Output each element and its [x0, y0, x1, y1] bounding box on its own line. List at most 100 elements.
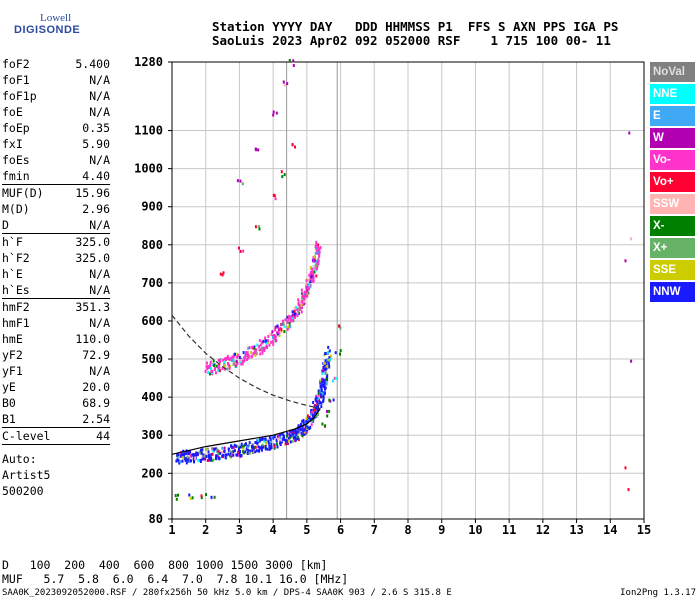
- echo-point: [194, 453, 197, 457]
- echo-point: [232, 450, 235, 454]
- echo-point: [240, 358, 243, 362]
- param-value: N/A: [89, 218, 110, 232]
- echo-point: [259, 352, 262, 356]
- echo-point: [261, 443, 264, 447]
- echo-point: [305, 430, 308, 434]
- muf-distance-row: D 100 200 400 600 800 1000 1500 3000 [km…: [2, 558, 328, 572]
- echo-point: [223, 450, 226, 453]
- echo-point: [237, 354, 240, 358]
- echo-point: [302, 429, 305, 433]
- echo-point: [211, 452, 214, 456]
- echo-point: [271, 339, 274, 343]
- echo-point: [218, 457, 221, 461]
- echo-point: [228, 358, 231, 361]
- echo-point: [324, 424, 327, 428]
- echo-point: [325, 382, 328, 386]
- echo-point: [288, 433, 291, 437]
- param-value: 68.9: [82, 396, 110, 410]
- param-row: yE 20.0: [2, 379, 110, 395]
- echo-point: [286, 434, 288, 438]
- x-tick-label: 4: [270, 523, 277, 537]
- autoscaling-line: Auto:: [2, 452, 37, 466]
- echo-point: [293, 431, 296, 435]
- param-value: N/A: [89, 105, 110, 119]
- echo-point: [213, 449, 215, 453]
- echo-point: [190, 459, 192, 463]
- file-info-footer: SAA0K_2023092052000.RSF / 280fx256h 50 k…: [2, 588, 452, 598]
- echo-point: [258, 446, 261, 450]
- param-row: foEp 0.35: [2, 120, 110, 136]
- echo-point: [273, 446, 276, 450]
- echo-point: [205, 493, 207, 497]
- echo-point: [287, 436, 290, 440]
- echo-point: [236, 355, 239, 359]
- echo-point: [215, 456, 217, 460]
- param-name: h`F: [2, 235, 23, 249]
- echo-point: [248, 451, 251, 455]
- echo-point: [275, 442, 278, 446]
- echo-point: [313, 258, 316, 262]
- echo-point: [270, 340, 273, 344]
- autoscaling-line: 500200: [2, 484, 44, 498]
- param-row: hmE 110.0: [2, 331, 110, 347]
- y-tick-label: 700: [141, 276, 163, 290]
- echo-point: [248, 449, 251, 453]
- echo-point: [273, 435, 276, 439]
- echo-point: [312, 279, 315, 283]
- x-tick-label: 1: [168, 523, 175, 537]
- echo-point: [302, 294, 305, 298]
- echo-point: [316, 267, 318, 271]
- echo-point: [295, 437, 298, 441]
- echo-point: [260, 437, 263, 441]
- echo-point: [328, 409, 331, 413]
- echo-point: [287, 441, 290, 445]
- echo-point: [230, 356, 233, 360]
- echo-point: [255, 148, 258, 152]
- echo-point: [319, 392, 322, 396]
- param-row: h`F2 325.0: [2, 250, 110, 266]
- echo-point: [233, 449, 236, 453]
- echo-point: [293, 435, 296, 439]
- param-row: yF1 N/A: [2, 363, 110, 379]
- echo-point: [234, 361, 237, 365]
- echo-point: [181, 452, 184, 456]
- echo-point: [283, 438, 286, 442]
- echo-point: [217, 365, 219, 369]
- echo-point: [241, 445, 243, 449]
- logo-line1: Lowell: [40, 12, 72, 24]
- echo-point: [297, 298, 300, 302]
- echo-point: [211, 458, 214, 462]
- echo-point: [276, 332, 279, 336]
- echo-point: [177, 493, 179, 497]
- echo-point: [298, 426, 301, 430]
- param-name: h`F2: [2, 251, 30, 265]
- legend-item: SSW: [650, 194, 695, 214]
- echo-point: [292, 59, 295, 63]
- echo-point: [317, 261, 320, 265]
- echo-point: [189, 450, 192, 454]
- legend-item: Vo-: [650, 150, 695, 170]
- param-value: N/A: [89, 153, 110, 167]
- echo-point: [313, 408, 316, 412]
- echo-point: [316, 408, 319, 412]
- echo-point: [215, 447, 218, 451]
- echo-point: [231, 358, 234, 362]
- param-name: hmF2: [2, 300, 30, 314]
- echo-point: [262, 437, 265, 441]
- echo-point: [242, 444, 245, 448]
- param-value: N/A: [89, 267, 110, 281]
- echo-point: [232, 355, 235, 359]
- echo-point: [302, 418, 305, 422]
- echo-point: [302, 433, 305, 436]
- echo-point: [309, 412, 312, 416]
- echo-point: [326, 351, 329, 354]
- echo-point: [270, 443, 273, 447]
- legend-item: SSE: [650, 260, 695, 280]
- echo-point: [294, 312, 297, 316]
- echo-point: [301, 419, 304, 423]
- echo-point: [289, 319, 292, 323]
- param-name: fmin: [2, 169, 30, 183]
- echo-point: [214, 367, 216, 370]
- echo-point: [186, 455, 189, 459]
- echo-point: [300, 310, 303, 314]
